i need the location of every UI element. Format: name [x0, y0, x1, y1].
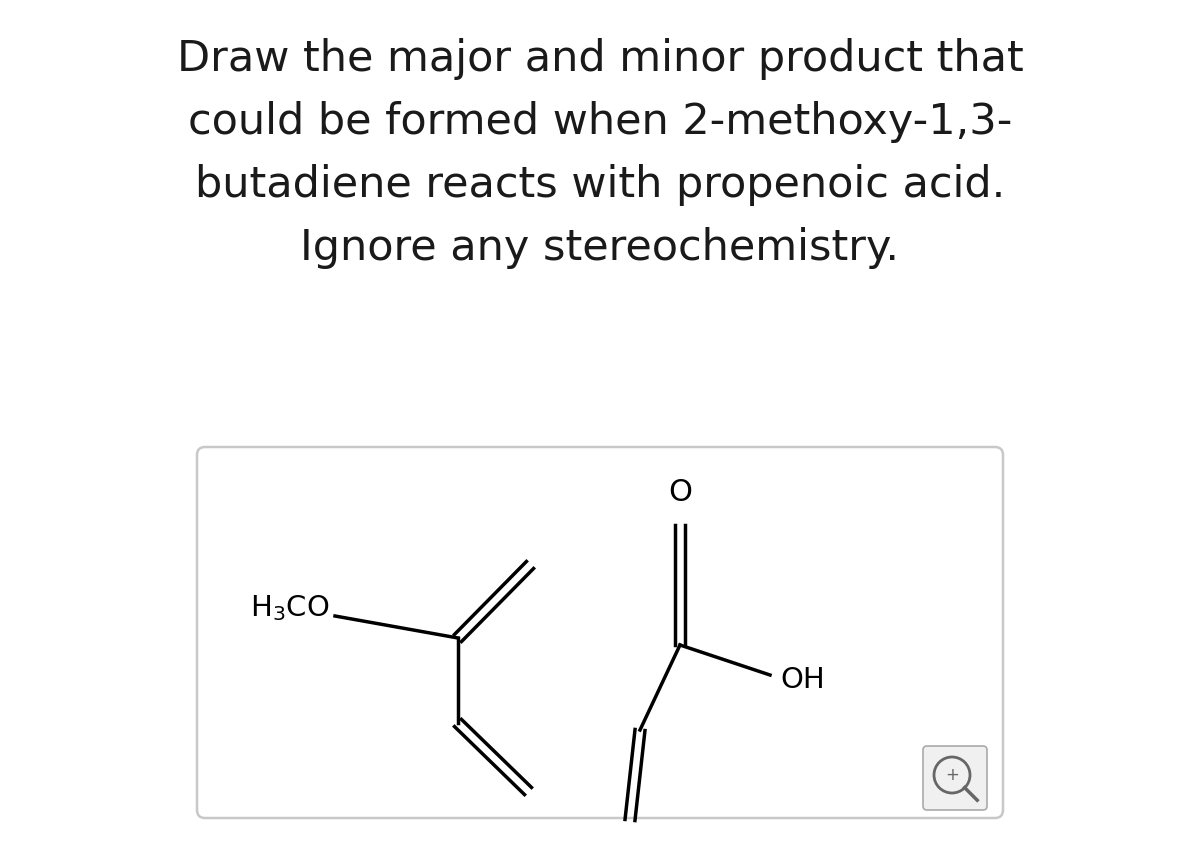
FancyBboxPatch shape [923, 746, 986, 810]
Text: butadiene reacts with propenoic acid.: butadiene reacts with propenoic acid. [194, 164, 1006, 206]
Text: Draw the major and minor product that: Draw the major and minor product that [176, 38, 1024, 80]
Text: O: O [668, 478, 692, 507]
Text: H$_3$CO: H$_3$CO [251, 593, 330, 623]
Text: Ignore any stereochemistry.: Ignore any stereochemistry. [300, 227, 900, 269]
Text: could be formed when 2-methoxy-1,3-: could be formed when 2-methoxy-1,3- [188, 101, 1012, 143]
Text: +: + [946, 766, 959, 784]
FancyBboxPatch shape [197, 447, 1003, 818]
Text: OH: OH [780, 666, 824, 694]
